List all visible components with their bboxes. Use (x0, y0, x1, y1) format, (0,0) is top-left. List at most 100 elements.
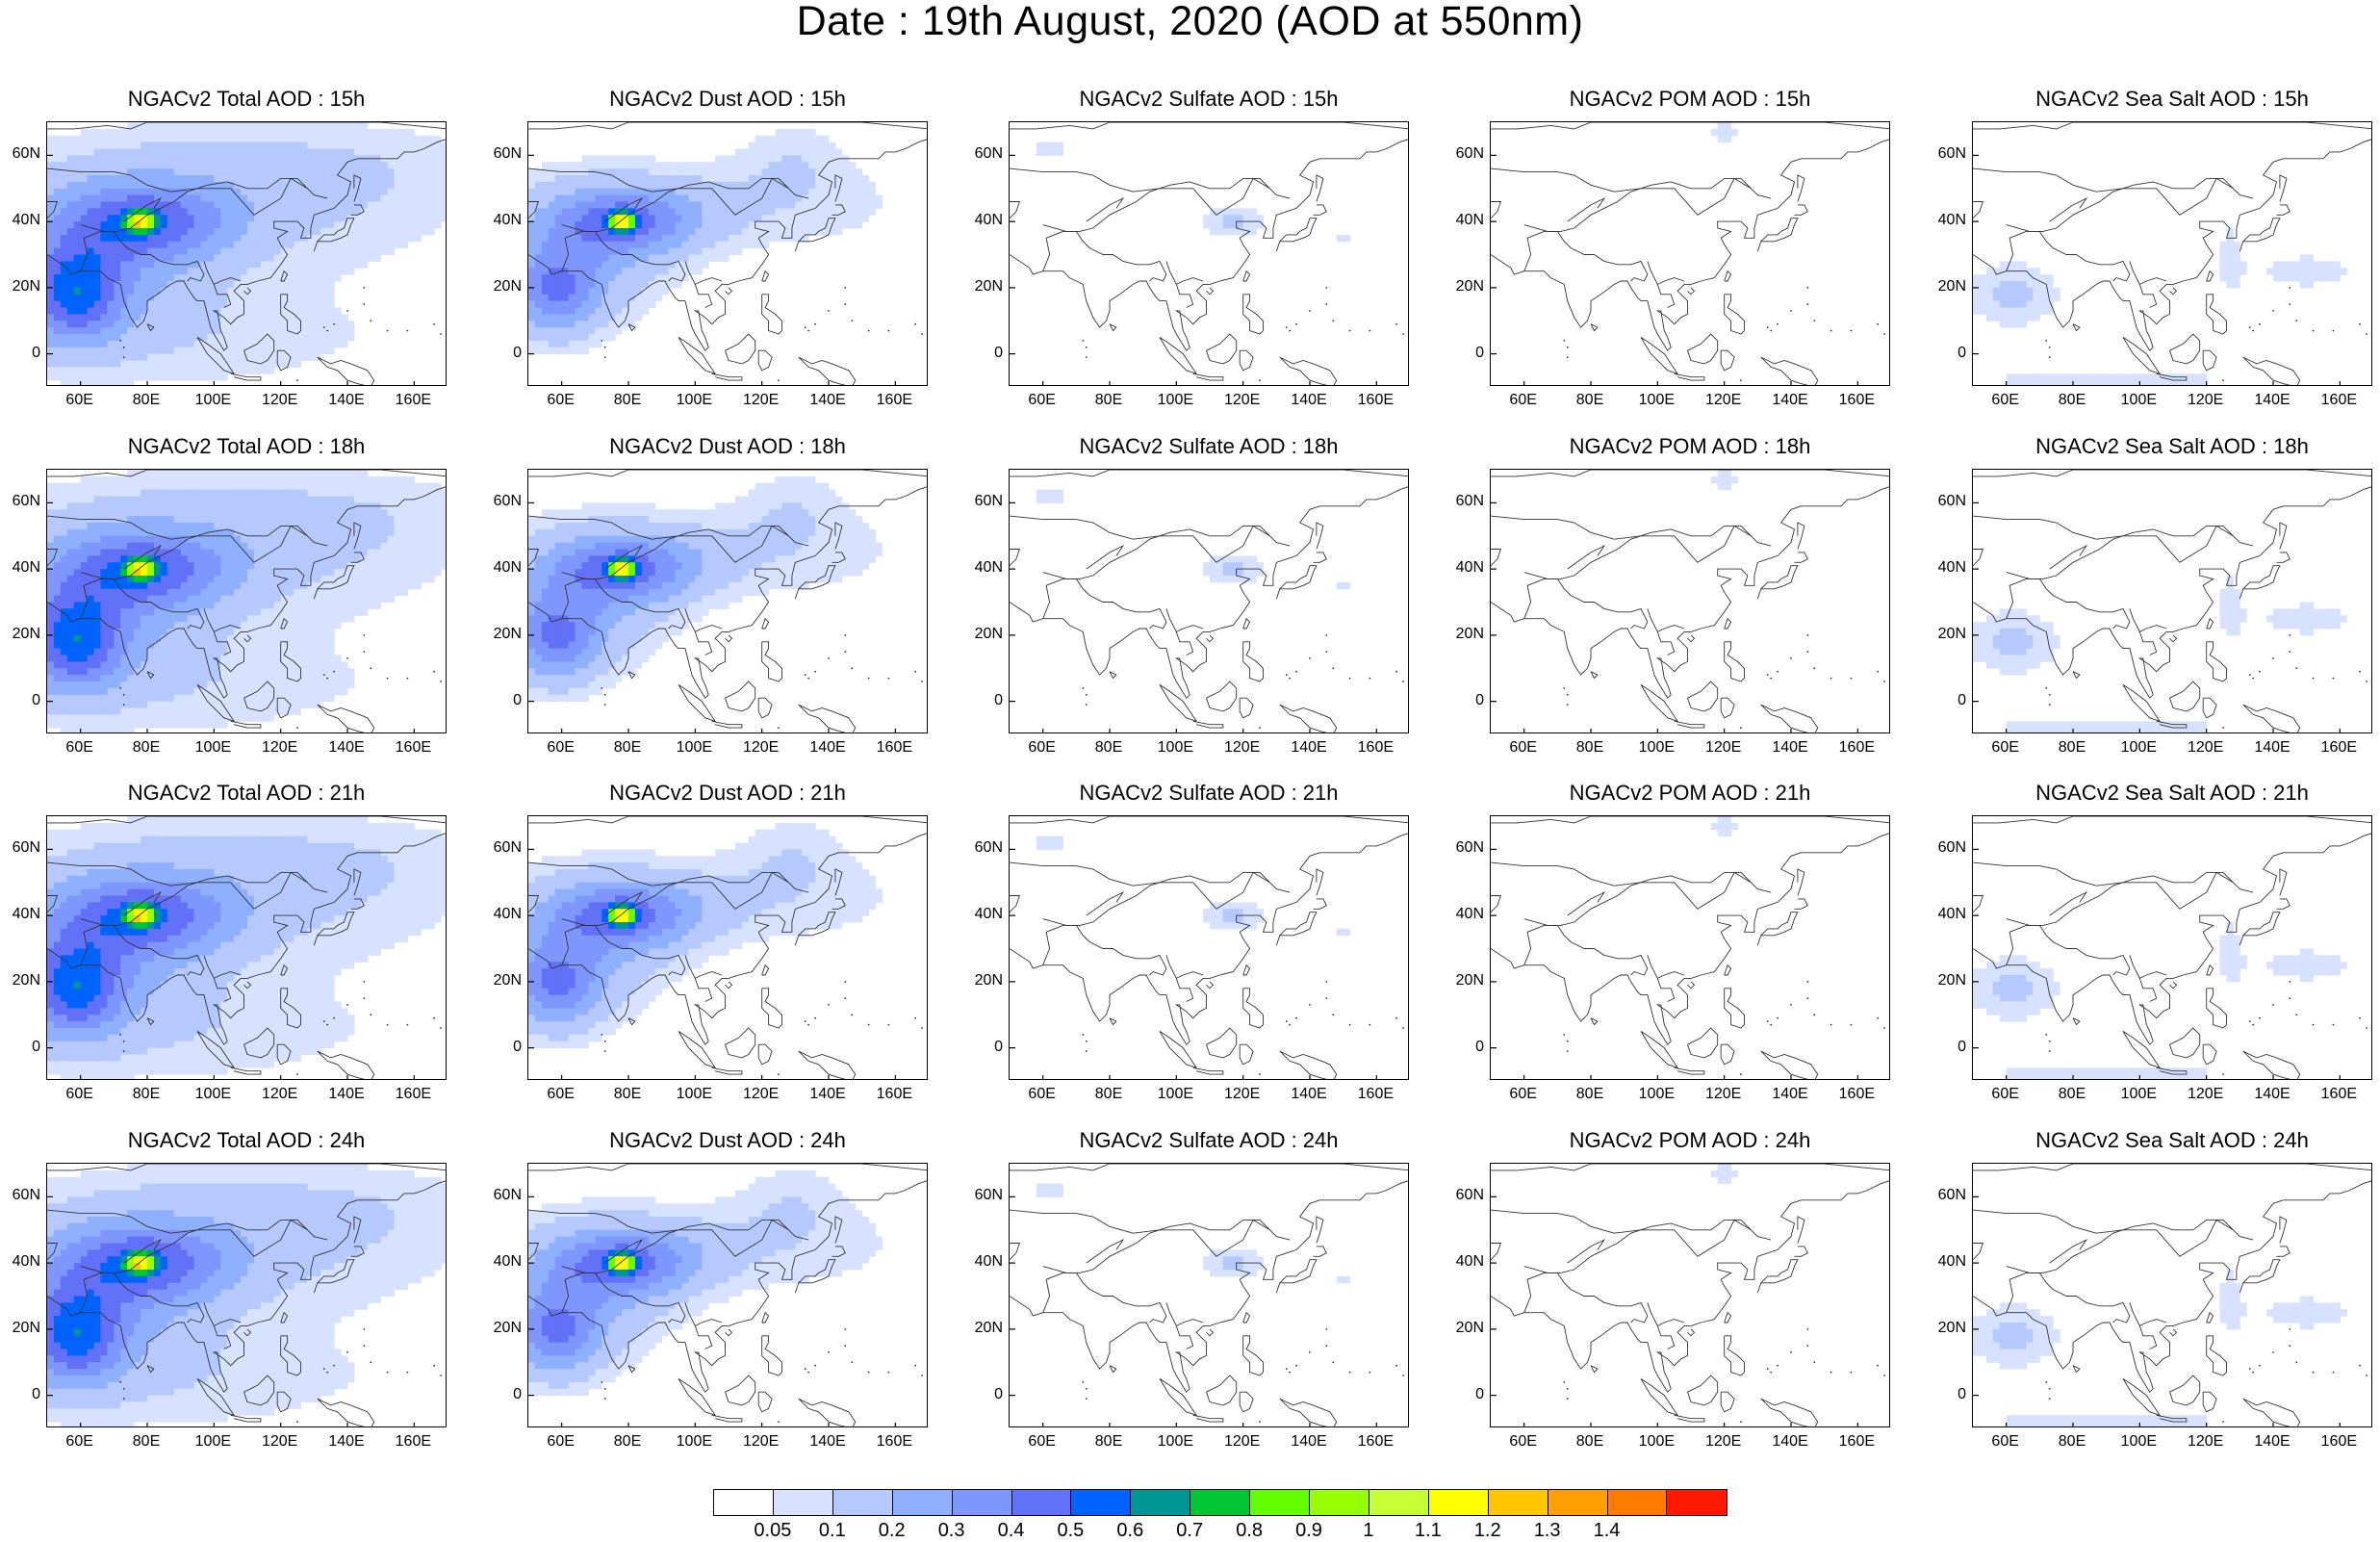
aod-cell (174, 675, 181, 681)
aod-cell (94, 129, 101, 136)
aod-cell (749, 142, 755, 149)
aod-cell (535, 308, 542, 315)
aod-cell (67, 301, 74, 308)
aod-cell (655, 215, 662, 221)
aod-cell (327, 268, 334, 274)
aod-cell (274, 476, 281, 483)
aod-cell (274, 208, 281, 215)
aod-cell (114, 608, 120, 615)
aod-cell (54, 635, 61, 642)
aod-cell (400, 242, 407, 248)
aod-cell (120, 268, 127, 274)
aod-cell (588, 215, 595, 221)
aod-cell (281, 562, 288, 569)
aod-cell (114, 373, 120, 380)
aod-cell (681, 235, 688, 242)
aod-cell (1210, 215, 1216, 221)
aod-cell (200, 635, 207, 642)
aod-cell (161, 497, 167, 503)
aod-cell (94, 261, 101, 268)
aod-cell (374, 162, 381, 168)
aod-cell (120, 555, 127, 562)
aod-cell (247, 274, 254, 281)
aod-cell (181, 295, 188, 301)
aod-cell (341, 242, 347, 248)
aod-cell (2113, 373, 2120, 380)
aod-cell (220, 555, 227, 562)
aod-cell (781, 149, 788, 156)
map-svg (47, 470, 447, 733)
aod-cell (100, 615, 107, 622)
aod-cell (88, 655, 94, 662)
aod-cell (174, 529, 181, 536)
aod-cell (715, 215, 722, 221)
aod-cell (220, 502, 227, 509)
island-dot (433, 323, 435, 325)
aod-cell (441, 208, 447, 215)
aod-cell (227, 702, 234, 708)
aod-cell (542, 202, 549, 209)
aod-cell (615, 327, 622, 334)
aod-cell (261, 195, 268, 202)
aod-cell (655, 189, 662, 195)
aod-cell (549, 255, 555, 262)
aod-cell (120, 668, 127, 675)
aod-cell (695, 195, 702, 202)
aod-cell (876, 202, 883, 209)
aod-cell (214, 714, 220, 721)
aod-cell (120, 361, 127, 368)
aod-cell (94, 208, 101, 215)
aod-cell (1711, 129, 1718, 136)
aod-cell (54, 661, 61, 668)
aod-cell (749, 221, 755, 228)
aod-cell (581, 208, 588, 215)
aod-cell (194, 615, 201, 622)
aod-cell (254, 550, 261, 556)
aod-cell (776, 228, 782, 235)
aod-cell (88, 649, 94, 655)
aod-cell (114, 361, 120, 368)
aod-cell (615, 168, 622, 175)
aod-cell (107, 569, 114, 576)
aod-cell (294, 242, 301, 248)
aod-cell (234, 354, 241, 361)
aod-cell (147, 608, 154, 615)
aod-cell (261, 476, 268, 483)
aod-cell (781, 202, 788, 209)
aod-cell (808, 215, 815, 221)
aod-cell (88, 562, 94, 569)
aod-cell (334, 261, 341, 268)
aod-cell (227, 122, 234, 129)
aod-cell (188, 596, 194, 603)
aod-cell (642, 215, 649, 221)
aod-cell (735, 168, 742, 175)
aod-cell (220, 202, 227, 209)
aod-cell (395, 228, 401, 235)
aod-cell (220, 195, 227, 202)
aod-cell (628, 242, 635, 248)
aod-cell (815, 142, 822, 149)
aod-cell (2066, 373, 2073, 380)
aod-cell (300, 189, 307, 195)
aod-cell (100, 635, 107, 642)
aod-cell (120, 149, 127, 156)
aod-cell (54, 569, 61, 576)
aod-cell (681, 228, 688, 235)
aod-cell (2000, 301, 2007, 308)
aod-cell (549, 195, 555, 202)
aod-cell (254, 523, 261, 529)
aod-cell (134, 635, 141, 642)
aod-cell (555, 182, 562, 189)
aod-cell (549, 235, 555, 242)
aod-cell (788, 208, 795, 215)
y-tick-label: 20N (2, 278, 40, 296)
aod-cell (200, 582, 207, 589)
aod-cell (74, 642, 81, 649)
aod-cell (622, 274, 628, 281)
aod-cell (47, 615, 54, 622)
coastline (1721, 350, 1734, 371)
aod-cell (227, 221, 234, 228)
aod-cell (147, 215, 154, 221)
aod-cell (61, 555, 67, 562)
aod-cell (261, 603, 268, 609)
